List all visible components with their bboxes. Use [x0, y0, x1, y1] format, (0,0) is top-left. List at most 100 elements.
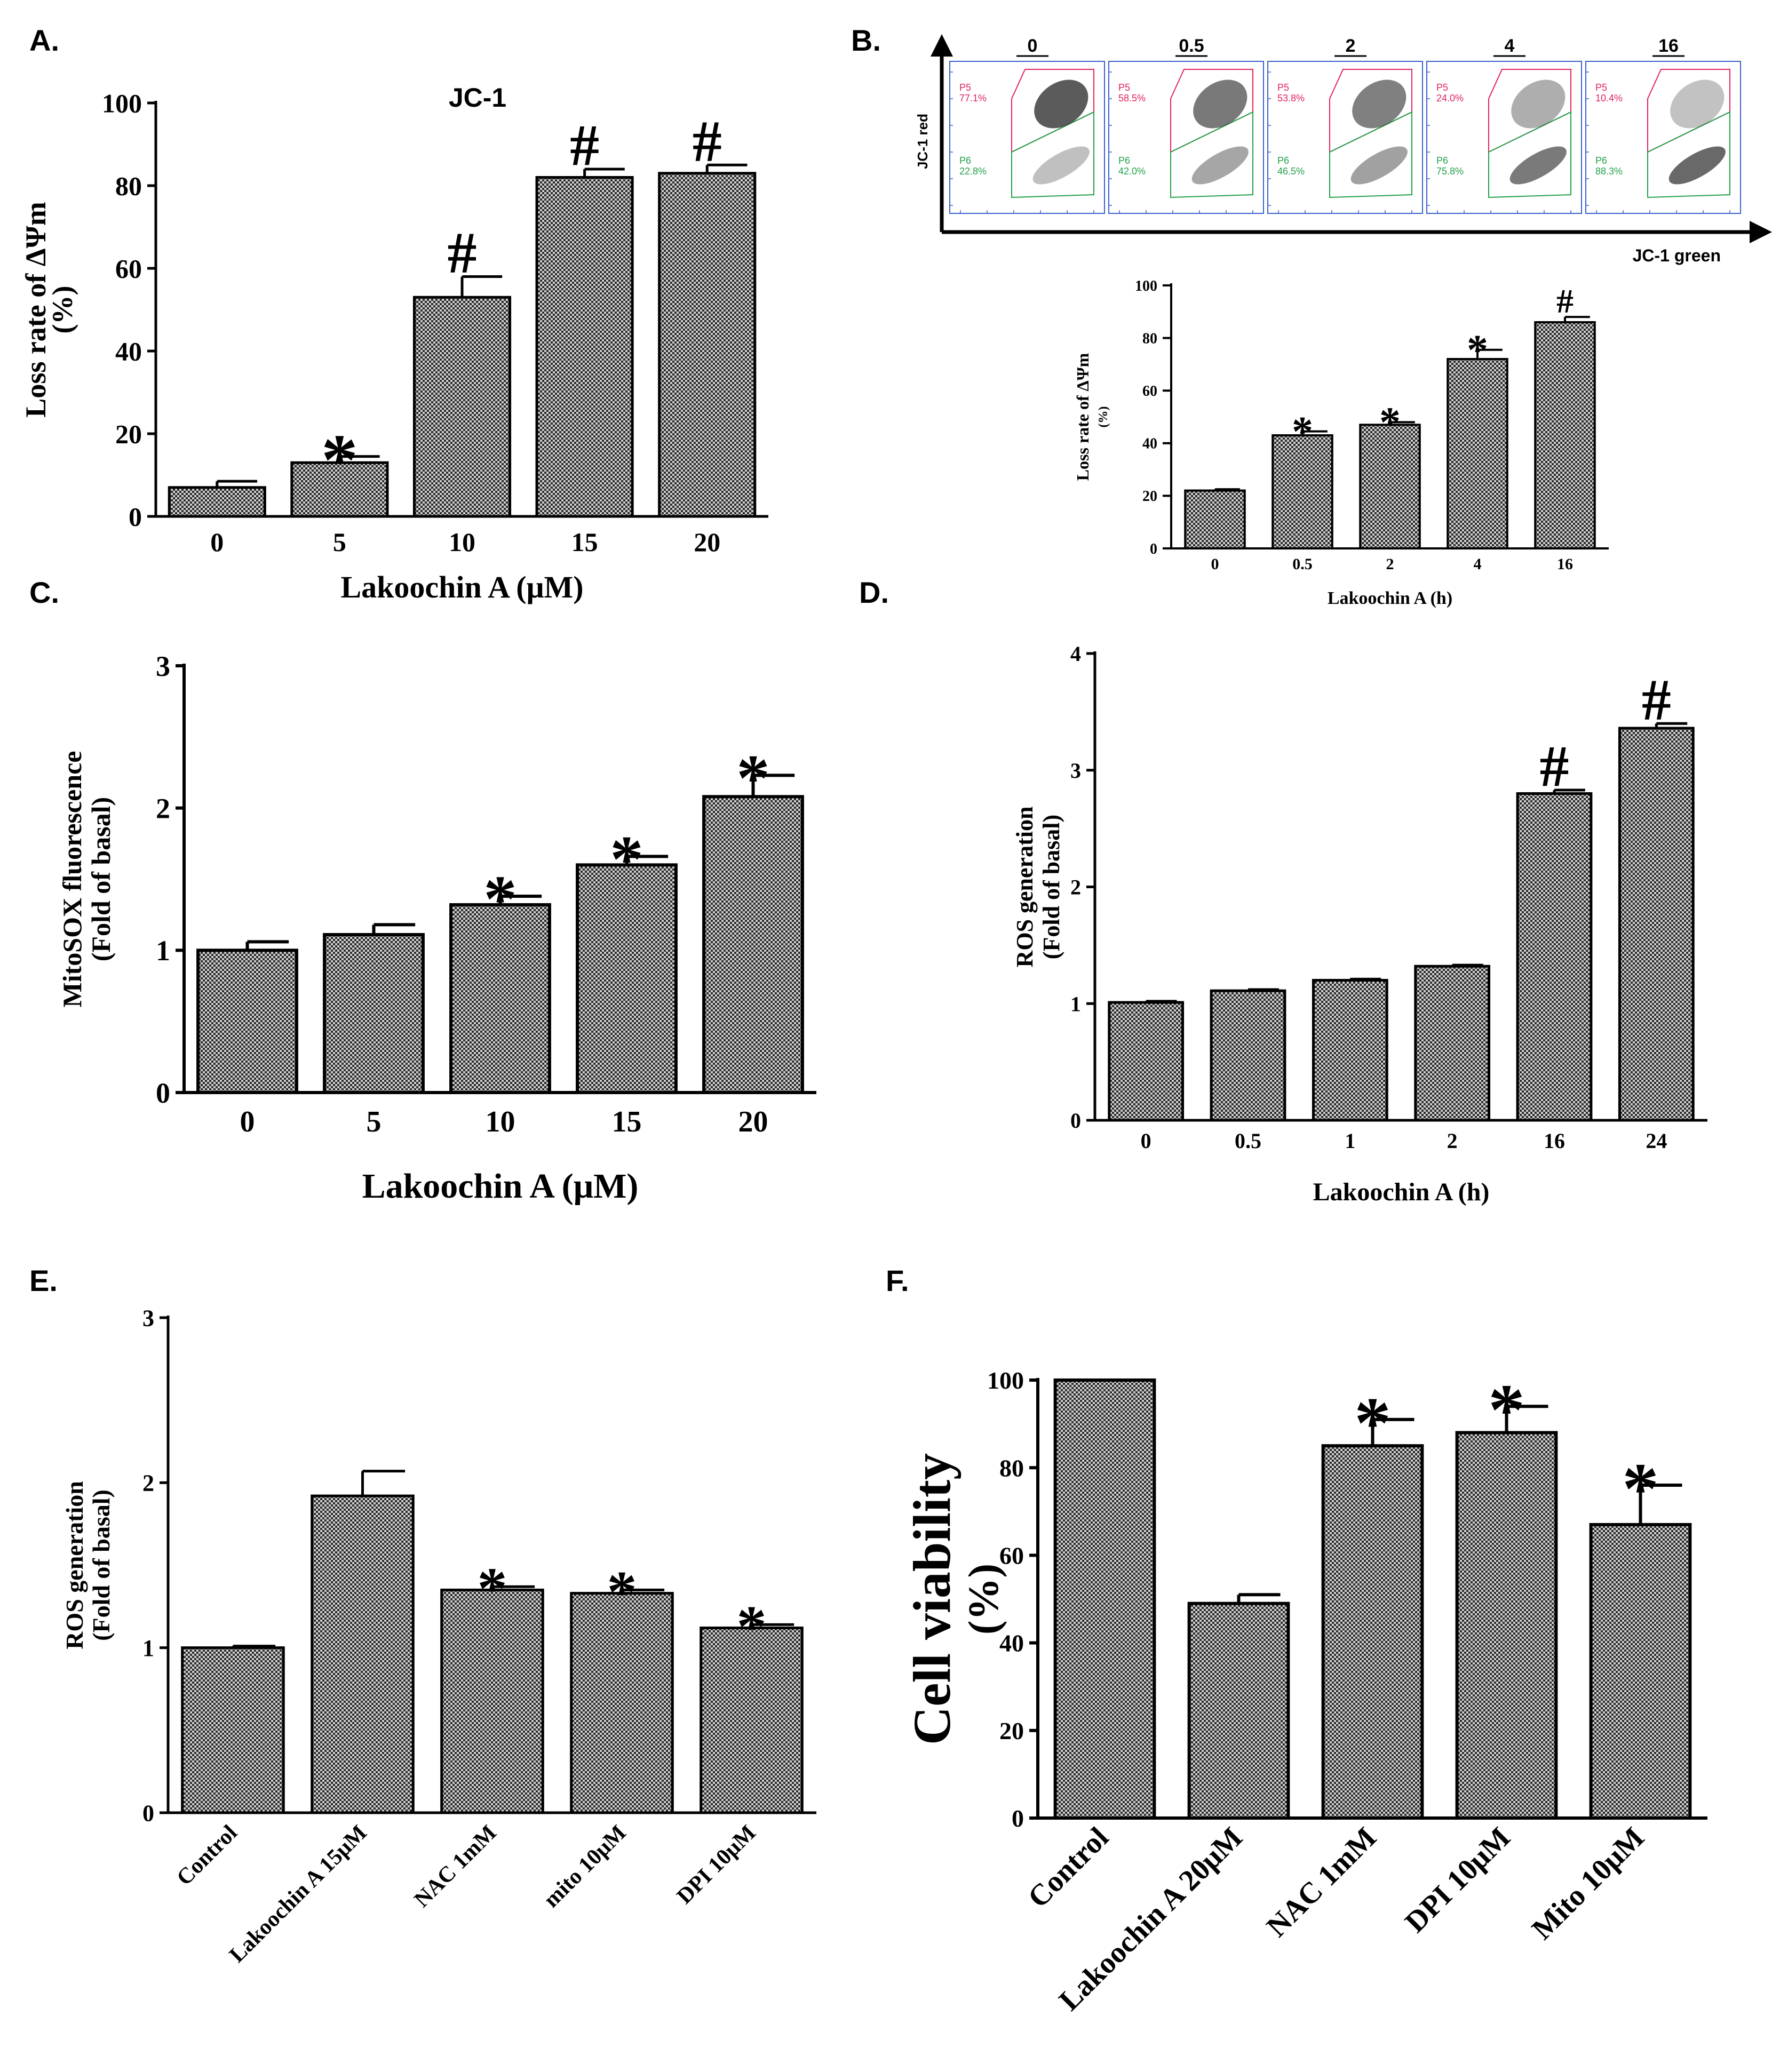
x-category-label: 16 [1544, 1129, 1565, 1153]
x-category-label: 15 [612, 1105, 642, 1138]
x-category-label: 24 [1646, 1129, 1667, 1153]
y-axis-title: (%) [46, 286, 78, 334]
bar-0.5 [1272, 434, 1333, 550]
flow-gate-upper-pct: 24.0% [1436, 93, 1464, 103]
flow-gate-upper-name: P5 [1436, 82, 1448, 93]
y-tick-label: 20 [115, 419, 142, 449]
x-category-label: 10 [449, 527, 475, 557]
bar-24 [1618, 727, 1695, 1122]
bar-Lakoochin-A-20μM [1187, 1601, 1290, 1820]
bar-16 [1534, 321, 1596, 550]
y-axis-title: (%) [960, 1564, 1007, 1635]
y-axis-title: (Fold of basal) [86, 797, 116, 961]
flow-population-lower [1032, 146, 1090, 185]
x-axis-title: Lakoochin A (h) [1313, 1178, 1490, 1206]
y-tick-label: 0 [129, 502, 142, 532]
y-tick-label: 4 [1070, 642, 1081, 666]
y-tick-label: 100 [987, 1367, 1024, 1394]
significance-hash: # [448, 220, 477, 285]
bar-0 [1108, 1001, 1185, 1122]
flow-plot-frame [1585, 61, 1741, 214]
flow-gate-upper-name: P5 [1595, 82, 1607, 93]
flow-population-lower [1350, 146, 1408, 185]
x-category-label: NAC 1mM [1260, 1821, 1383, 1943]
x-category-label: 2 [1386, 555, 1394, 573]
x-category-label: 2 [1447, 1129, 1458, 1153]
x-category-label: 0.5 [1292, 555, 1313, 573]
bar-5 [323, 933, 425, 1094]
x-category-label: 0 [240, 1105, 255, 1138]
flow-gate-upper-pct: 58.5% [1118, 93, 1146, 103]
significance-asterisk: * [1488, 1369, 1525, 1451]
y-tick-label: 80 [1142, 330, 1157, 347]
y-tick-label: 20 [999, 1717, 1024, 1744]
x-category-label: 15 [571, 527, 598, 557]
x-category-label: 20 [738, 1105, 768, 1138]
y-tick-label: 40 [115, 337, 142, 366]
y-tick-label: 3 [156, 650, 170, 682]
y-tick-label: 2 [1070, 875, 1081, 899]
flow-gate-upper-name: P5 [1118, 82, 1130, 93]
flow-population-upper [1352, 79, 1407, 129]
x-category-label: 5 [333, 527, 346, 557]
y-tick-label: 3 [1070, 759, 1081, 783]
chart-b: 0 20 40 60 80 100 0 * 0.5 * 2 * 4 #16 Lakoochin A (h) L… [1073, 278, 1609, 608]
significance-hash: # [570, 113, 599, 178]
flow-population-lower [1668, 146, 1726, 185]
flow-plot-time-label: 4 [1505, 36, 1515, 56]
flow-population-lower [1191, 146, 1249, 185]
flow-plot-frame [1426, 61, 1582, 214]
flow-gate-lower-name: P6 [1595, 155, 1607, 166]
bar-0 [196, 949, 298, 1095]
y-tick-label: 0 [142, 1800, 154, 1826]
x-category-label: 10 [486, 1105, 515, 1138]
flow-gate-upper-pct: 77.1% [959, 93, 987, 103]
flow-gate-upper [1488, 69, 1571, 153]
chart-d: 0 1 2 3 4 0 0.5 1 2 #16 #24 Lakoochin A (h) ROS gene… [1012, 642, 1707, 1206]
flow-cytometry-strip: JC-1 red JC-1 green 0P577.1%P622.8%0.5P5… [915, 34, 1772, 265]
x-category-label: DPI 10μM [1398, 1821, 1516, 1939]
bar-Control [1053, 1378, 1156, 1820]
y-tick-label: 100 [1135, 278, 1157, 294]
flow-gate-lower-pct: 22.8% [959, 166, 987, 177]
flow-plot-time-label: 16 [1658, 36, 1679, 56]
y-tick-label: 0 [156, 1077, 170, 1109]
flow-gate-lower [1647, 111, 1730, 198]
significance-asterisk: * [1292, 409, 1313, 456]
flow-population-upper [1670, 79, 1725, 129]
bar-Mito-10μM [1589, 1523, 1692, 1820]
bar-20 [658, 172, 757, 518]
significance-asterisk: * [736, 1594, 766, 1660]
x-axis-title: Lakoochin A (h) [1328, 588, 1452, 608]
significance-asterisk: * [1379, 400, 1401, 447]
flow-gate-lower-name: P6 [1118, 155, 1130, 166]
flow-gate-lower-name: P6 [1436, 155, 1448, 166]
x-category-label: 0.5 [1235, 1129, 1261, 1153]
y-tick-label: 0 [1150, 541, 1157, 557]
x-category-label: 5 [367, 1105, 382, 1138]
panel-b-letter: B. [851, 23, 881, 57]
bar-16 [1516, 792, 1593, 1122]
flow-x-label: JC-1 green [1633, 246, 1721, 265]
flow-population-upper [1193, 79, 1247, 129]
x-category-label: Control [172, 1821, 242, 1891]
x-category-label: mito 10μM [539, 1821, 631, 1912]
flow-plot-time-label: 0.5 [1179, 36, 1204, 56]
significance-hash: # [693, 108, 722, 173]
y-tick-label: 60 [999, 1542, 1024, 1569]
bar-15 [576, 863, 678, 1095]
panel-f-letter: F. [886, 1264, 909, 1297]
bar-NAC-1mM [1321, 1444, 1424, 1820]
significance-asterisk: * [1622, 1448, 1659, 1529]
bar-NAC-1mM [440, 1588, 544, 1814]
flow-gate-lower-name: P6 [1277, 155, 1289, 166]
significance-asterisk: * [1467, 327, 1488, 374]
flow-plot-time-label: 2 [1346, 36, 1356, 56]
flow-gate-upper-pct: 53.8% [1277, 93, 1305, 103]
y-axis-title: Loss rate of ΔΨm [1073, 353, 1092, 481]
flow-gate-upper [1170, 69, 1253, 153]
